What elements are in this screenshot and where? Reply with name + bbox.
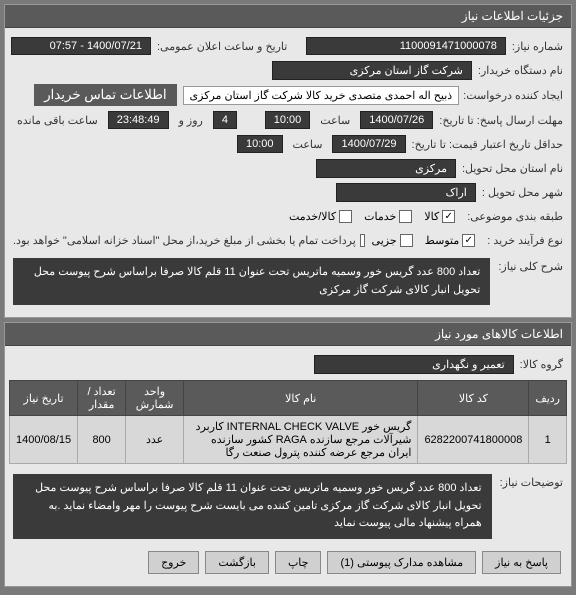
cb-goods-label: کالا bbox=[424, 210, 439, 223]
panel2-body: گروه کالا: تعمیر و نگهداری ردیف کد کالا … bbox=[5, 346, 571, 586]
delivery-state-label: نام استان محل تحویل: bbox=[458, 162, 567, 175]
summary-text: تعداد 800 عدد گریس خور وسمیه ماتریس تحت … bbox=[13, 258, 490, 305]
th-row: ردیف bbox=[529, 381, 567, 416]
category-label: طبقه بندی موضوعی: bbox=[463, 210, 567, 223]
time-label-2: ساعت bbox=[289, 138, 327, 151]
validity-label: حداقل تاریخ اعتبار قیمت: تا تاریخ: bbox=[408, 138, 567, 151]
goods-info-panel: اطلاعات کالاهای مورد نیاز گروه کالا: تعم… bbox=[4, 322, 572, 587]
cb-goods[interactable] bbox=[442, 210, 455, 223]
announce-value: 1400/07/21 - 07:57 bbox=[11, 37, 151, 55]
category-group: کالا خدمات کالا/خدمت bbox=[289, 210, 463, 223]
table-row[interactable]: 1 6282200741800008 گریس خور INTERNAL CHE… bbox=[10, 416, 567, 464]
cb-avg-label: متوسط bbox=[425, 234, 460, 247]
cb-small[interactable] bbox=[400, 234, 413, 247]
notes-text: تعداد 800 عدد گریس خور وسمیه ماتریس تحت … bbox=[13, 474, 492, 539]
delivery-state: مرکزی bbox=[316, 159, 456, 178]
td-unit: عدد bbox=[126, 416, 184, 464]
td-qty: 800 bbox=[78, 416, 126, 464]
days-left: 4 bbox=[213, 111, 237, 129]
delivery-city: اراک bbox=[336, 183, 476, 202]
td-name: گریس خور INTERNAL CHECK VALVE کاربرد شیر… bbox=[184, 416, 418, 464]
need-number-label: شماره نیاز: bbox=[508, 40, 567, 53]
validity-date: 1400/07/29 bbox=[332, 135, 405, 153]
th-unit: واحد شمارش bbox=[126, 381, 184, 416]
need-info-panel: جزئیات اطلاعات نیاز شماره نیاز: 11000914… bbox=[4, 4, 572, 318]
cb-payment[interactable] bbox=[360, 234, 365, 247]
group-value: تعمیر و نگهداری bbox=[314, 355, 514, 374]
panel1-title: جزئیات اطلاعات نیاز bbox=[5, 5, 571, 28]
print-button[interactable]: چاپ bbox=[275, 551, 322, 574]
notes-label: توضیحات نیاز: bbox=[496, 470, 567, 489]
need-number-value: 1100091471000078 bbox=[306, 37, 506, 55]
cb-both-label: کالا/خدمت bbox=[289, 210, 336, 223]
th-name: نام کالا bbox=[184, 381, 418, 416]
delivery-city-label: شهر محل تحویل : bbox=[478, 186, 567, 199]
remaining-label: ساعت باقی مانده bbox=[13, 114, 102, 127]
process-label: نوع فرآیند خرید : bbox=[483, 234, 567, 247]
panel2-title: اطلاعات کالاهای مورد نیاز bbox=[5, 323, 571, 346]
buyer-label: نام دستگاه خریدار: bbox=[474, 64, 567, 77]
td-code: 6282200741800008 bbox=[418, 416, 529, 464]
panel1-body: شماره نیاز: 1100091471000078 تاریخ و ساع… bbox=[5, 28, 571, 317]
cb-avg[interactable] bbox=[462, 234, 475, 247]
cb-service[interactable] bbox=[399, 210, 412, 223]
time-label-1: ساعت bbox=[316, 114, 354, 127]
td-row: 1 bbox=[529, 416, 567, 464]
cb-both[interactable] bbox=[339, 210, 352, 223]
button-bar: پاسخ به نیاز مشاهده مدارک پیوستی (1) چاپ… bbox=[9, 545, 567, 580]
cb-small-label: جزیی bbox=[372, 234, 397, 247]
td-date: 1400/08/15 bbox=[10, 416, 78, 464]
back-button[interactable]: بازگشت bbox=[205, 551, 269, 574]
payment-note: پرداخت تمام یا بخشی از مبلغ خرید،از محل … bbox=[9, 234, 360, 247]
process-group: متوسط جزیی bbox=[372, 234, 484, 247]
deadline-label: مهلت ارسال پاسخ: تا تاریخ: bbox=[435, 114, 567, 127]
th-code: کد کالا bbox=[418, 381, 529, 416]
countdown: 23:48:49 bbox=[108, 111, 169, 129]
validity-time: 10:00 bbox=[237, 135, 283, 153]
exit-button[interactable]: خروج bbox=[148, 551, 199, 574]
creator-label: ایجاد کننده درخواست: bbox=[459, 89, 567, 102]
group-label: گروه کالا: bbox=[516, 358, 567, 371]
attachments-button[interactable]: مشاهده مدارک پیوستی (1) bbox=[327, 551, 476, 574]
deadline-date: 1400/07/26 bbox=[360, 111, 433, 129]
reply-button[interactable]: پاسخ به نیاز bbox=[482, 551, 561, 574]
buyer-value: شرکت گاز استان مرکزی bbox=[272, 61, 472, 80]
creator-input[interactable]: ذبیح اله احمدی متصدی خرید کالا شرکت گاز … bbox=[183, 86, 460, 105]
cb-service-label: خدمات bbox=[364, 210, 396, 223]
day-and-label: روز و bbox=[175, 114, 207, 127]
th-qty: تعداد / مقدار bbox=[78, 381, 126, 416]
summary-label: شرح کلی نیاز: bbox=[494, 254, 567, 273]
goods-table: ردیف کد کالا نام کالا واحد شمارش تعداد /… bbox=[9, 380, 567, 464]
deadline-time: 10:00 bbox=[265, 111, 311, 129]
announce-label: تاریخ و ساعت اعلان عمومی: bbox=[153, 40, 291, 53]
contact-button[interactable]: اطلاعات تماس خریدار bbox=[34, 84, 176, 106]
th-date: تاریخ نیاز bbox=[10, 381, 78, 416]
